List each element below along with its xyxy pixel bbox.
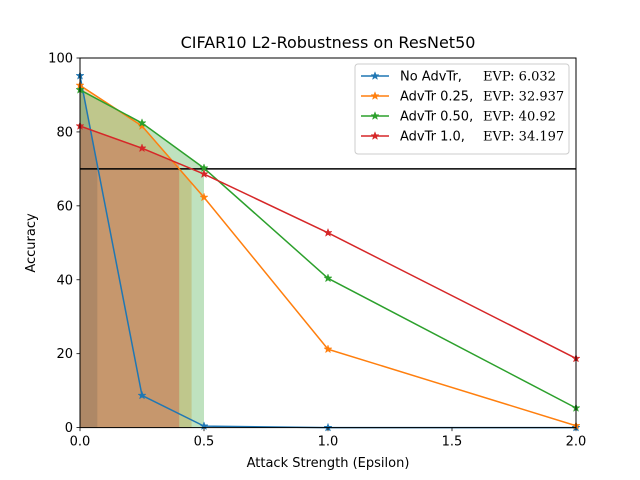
- legend-marker-1: [370, 91, 380, 101]
- legend-label-1: AdvTr 0.25,: [400, 90, 473, 105]
- y-tick-label-4: 80: [56, 125, 73, 140]
- x-tick-label-3: 1.5: [442, 435, 463, 450]
- x-tick-label-0: 0.0: [70, 435, 91, 450]
- legend-label-3: AdvTr 1.0,: [400, 130, 465, 145]
- y-tick-label-1: 20: [56, 347, 73, 362]
- legend-marker-0: [370, 71, 380, 81]
- data-point-0-1: [137, 390, 147, 400]
- legend-box: [354, 63, 570, 155]
- shaded-area-1: [80, 85, 192, 428]
- shaded-area-2: [80, 89, 204, 428]
- shaded-area-0: [80, 75, 98, 428]
- x-axis-ticks: 0.0 0.5 1.0 1.5 2.0: [70, 427, 587, 450]
- data-point-3-3: [323, 227, 333, 237]
- y-tick-label-5: 100: [48, 52, 73, 67]
- legend-evp-0: EVP: 6.032: [483, 70, 556, 85]
- data-point-2-3: [323, 273, 333, 283]
- legend: No AdvTr, EVP: 6.032 AdvTr 0.25, EVP: 32.93…: [354, 63, 570, 155]
- x-axis-label: Attack Strength (Epsilon): [247, 456, 410, 471]
- y-axis-label: Accuracy: [24, 213, 39, 273]
- x-tick-label-4: 2.0: [566, 435, 587, 450]
- y-axis-ticks: 0 20 40 60 80 100: [48, 52, 80, 436]
- legend-label-0: No AdvTr,: [400, 70, 462, 85]
- data-point-3-2: [199, 169, 209, 179]
- legend-evp-3: EVP: 34.197: [483, 130, 564, 145]
- x-tick-label-1: 0.5: [194, 435, 215, 450]
- y-tick-label-0: 0: [65, 421, 73, 436]
- shaded-area-3: [80, 126, 180, 428]
- x-tick-label-2: 1.0: [318, 435, 339, 450]
- data-point-1-2: [199, 192, 209, 202]
- y-tick-label-2: 40: [56, 273, 73, 288]
- legend-marker-3: [370, 131, 380, 141]
- data-point-3-1: [137, 143, 147, 153]
- legend-label-2: AdvTr 0.50,: [400, 110, 473, 125]
- chart-title: CIFAR10 L2-Robustness on ResNet50: [181, 33, 476, 52]
- legend-marker-2: [370, 111, 380, 121]
- data-point-1-3: [323, 344, 333, 354]
- legend-evp-2: EVP: 40.92: [483, 110, 556, 125]
- legend-evp-1: EVP: 32.937: [483, 90, 564, 105]
- data-point-2-1: [137, 118, 147, 128]
- y-tick-label-3: 60: [56, 199, 73, 214]
